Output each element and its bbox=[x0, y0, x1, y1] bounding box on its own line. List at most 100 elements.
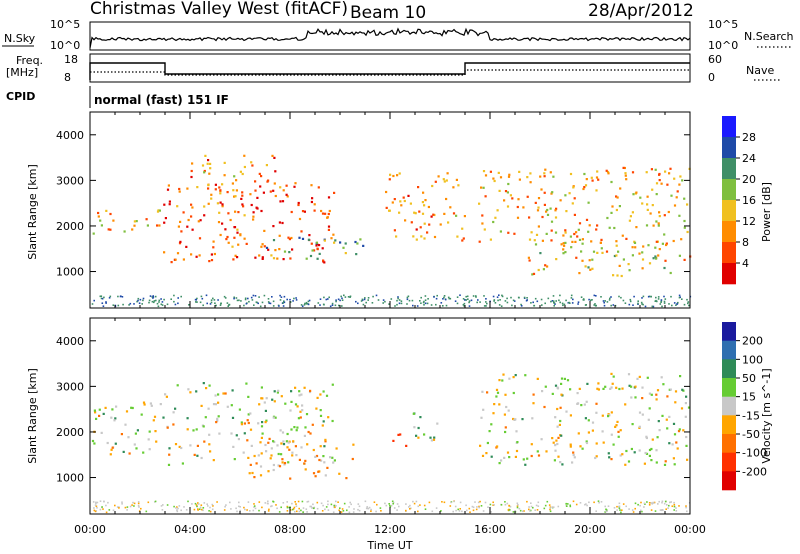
clutter-cell bbox=[94, 510, 97, 513]
clutter-cell bbox=[313, 507, 315, 510]
scatter-cell bbox=[645, 224, 649, 227]
scatter-cell bbox=[278, 234, 281, 237]
clutter-cell bbox=[95, 501, 97, 504]
colorbar-segment bbox=[722, 322, 736, 341]
clutter-cell bbox=[673, 505, 676, 508]
clutter-cell bbox=[616, 505, 618, 508]
scatter-cell bbox=[298, 458, 301, 461]
scatter-cell bbox=[223, 161, 226, 164]
scatter-cell bbox=[570, 246, 573, 249]
clutter-cell bbox=[518, 507, 521, 510]
scatter-cell bbox=[672, 239, 675, 243]
scatter-cell bbox=[432, 213, 435, 216]
clutter-cell bbox=[245, 302, 248, 305]
scatter-cell bbox=[541, 239, 544, 242]
clutter-cell bbox=[506, 297, 508, 300]
scatter-cell bbox=[333, 191, 336, 194]
scatter-cell bbox=[507, 175, 511, 178]
clutter-cell bbox=[492, 504, 494, 506]
clutter-cell bbox=[118, 507, 120, 509]
scatter-cell bbox=[537, 454, 541, 457]
scatter-cell bbox=[278, 221, 281, 224]
clutter-cell bbox=[254, 295, 257, 297]
scatter-cell bbox=[528, 216, 531, 219]
clutter-cell bbox=[660, 299, 663, 301]
scatter-cell bbox=[412, 235, 415, 238]
colorbar-segment bbox=[722, 179, 736, 201]
x-axis-title: Time UT bbox=[366, 539, 412, 552]
scatter-cell bbox=[287, 461, 290, 464]
scatter-cell bbox=[248, 472, 251, 475]
beam-title: Beam 10 bbox=[350, 3, 426, 23]
scatter-cell bbox=[423, 433, 426, 436]
clutter-cell bbox=[509, 505, 512, 508]
clutter-cell bbox=[472, 295, 475, 297]
clutter-cell bbox=[681, 298, 683, 300]
clutter-cell bbox=[650, 502, 653, 504]
scatter-cell bbox=[685, 395, 688, 398]
clutter-cell bbox=[685, 505, 687, 507]
scatter-cell bbox=[316, 247, 319, 250]
scatter-cell bbox=[591, 429, 594, 432]
clutter-cell bbox=[522, 510, 524, 513]
scatter-cell bbox=[673, 204, 677, 207]
scatter-cell bbox=[478, 202, 481, 205]
scatter-cell bbox=[180, 446, 183, 450]
scatter-cell bbox=[554, 384, 558, 387]
scatter-cell bbox=[202, 425, 205, 428]
scatter-cell bbox=[239, 170, 242, 173]
scatter-cell bbox=[269, 457, 272, 460]
scatter-cell bbox=[504, 393, 507, 396]
scatter-cell bbox=[344, 242, 347, 245]
scatter-cell bbox=[685, 435, 688, 439]
clutter-cell bbox=[652, 305, 655, 308]
scatter-cell bbox=[529, 181, 532, 184]
clutter-cell bbox=[658, 500, 660, 503]
clutter-cell bbox=[137, 501, 140, 503]
clutter-cell bbox=[137, 504, 140, 507]
clutter-cell bbox=[549, 507, 552, 509]
clutter-cell bbox=[579, 502, 582, 504]
scatter-cell bbox=[331, 456, 334, 459]
clutter-cell bbox=[389, 504, 391, 507]
clutter-cell bbox=[392, 502, 394, 505]
clutter-cell bbox=[99, 500, 102, 502]
scatter-cell bbox=[595, 442, 598, 445]
scatter-cell bbox=[252, 218, 255, 221]
scatter-cell bbox=[288, 238, 291, 241]
scatter-cell bbox=[261, 397, 264, 400]
scatter-cell bbox=[673, 463, 676, 466]
scatter-cell bbox=[110, 416, 113, 419]
clutter-cell bbox=[454, 300, 457, 302]
clutter-cell bbox=[282, 502, 285, 504]
scatter-cell bbox=[323, 461, 326, 464]
colorbar-tick-label: 20 bbox=[742, 173, 756, 186]
scatter-cell bbox=[287, 441, 290, 444]
scatter-cell bbox=[114, 417, 117, 420]
clutter-cell bbox=[494, 302, 497, 304]
clutter-cell bbox=[282, 302, 284, 304]
clutter-cell bbox=[324, 508, 326, 511]
x-tick-label: 12:00 bbox=[374, 523, 406, 536]
clutter-cell bbox=[271, 296, 273, 298]
scatter-cell bbox=[237, 243, 240, 246]
scatter-cell bbox=[616, 420, 619, 423]
scatter-cell bbox=[578, 272, 581, 275]
scatter-cell bbox=[174, 407, 177, 410]
clutter-cell bbox=[493, 299, 496, 301]
scatter-cell bbox=[485, 452, 488, 455]
scatter-cell bbox=[678, 183, 681, 186]
clutter-cell bbox=[634, 502, 637, 505]
clutter-cell bbox=[141, 303, 143, 305]
scatter-cell bbox=[113, 419, 116, 422]
scatter-cell bbox=[543, 203, 546, 206]
clutter-cell bbox=[121, 503, 123, 505]
clutter-cell bbox=[568, 301, 570, 304]
scatter-cell bbox=[237, 211, 240, 214]
scatter-cell bbox=[680, 238, 683, 241]
scatter-cell bbox=[285, 440, 288, 443]
clutter-cell bbox=[563, 303, 566, 306]
scatter-cell bbox=[145, 218, 148, 221]
clutter-cell bbox=[519, 509, 522, 512]
